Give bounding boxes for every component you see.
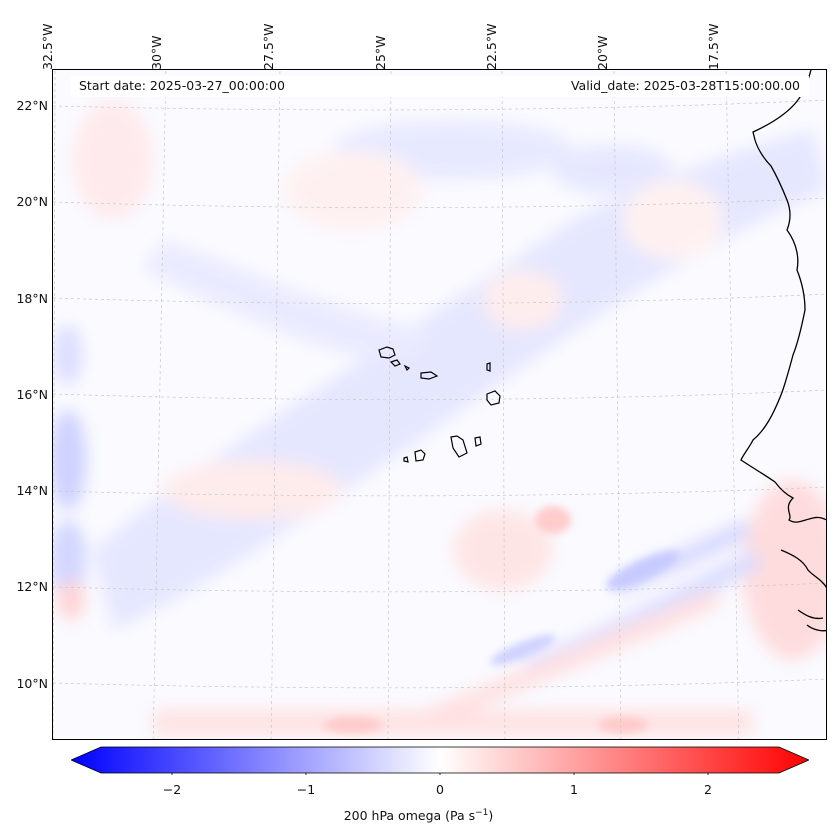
colorbar-tick-label: −2 xyxy=(162,782,182,797)
lon-label: 22.5°W xyxy=(484,23,499,70)
colorbar-label: 200 hPa omega (Pa s−1) xyxy=(343,808,494,824)
colorbar-tick-label: 2 xyxy=(704,782,712,797)
colorbar-tick-label: −1 xyxy=(296,782,316,797)
lat-label: 12°N xyxy=(16,579,48,594)
lat-label: 18°N xyxy=(16,291,48,306)
lon-label: 20°W xyxy=(595,35,610,70)
lon-label: 25°W xyxy=(373,35,388,70)
colorbar xyxy=(71,746,809,775)
lon-label: 17.5°W xyxy=(706,23,721,70)
omega-field xyxy=(53,70,826,739)
colorbar-bar xyxy=(71,746,809,774)
lat-label: 14°N xyxy=(16,483,48,498)
omega-blobs xyxy=(53,100,826,735)
colorbar-tick-label: 0 xyxy=(436,782,444,797)
islands xyxy=(378,346,501,463)
valid-date-label: Valid_date: 2025-03-28T15:00:00.00 xyxy=(570,78,800,93)
omega-small-features xyxy=(323,506,680,733)
graticule xyxy=(53,70,826,739)
lon-label: 32.5°W xyxy=(40,23,55,70)
lat-label: 10°N xyxy=(16,676,48,691)
lat-label: 20°N xyxy=(16,194,48,209)
lat-label: 16°N xyxy=(16,387,48,402)
map-panel: Start date: 2025-03-27_00:00:00 Valid_da… xyxy=(52,69,827,740)
colorbar-ticks xyxy=(171,773,709,775)
lon-label: 30°W xyxy=(149,35,164,70)
colorbar-tick-label: 1 xyxy=(570,782,578,797)
coastline xyxy=(740,70,826,632)
header-band xyxy=(71,76,809,97)
lat-label: 22°N xyxy=(16,98,48,113)
start-date-label: Start date: 2025-03-27_00:00:00 xyxy=(79,78,285,93)
lon-label: 27.5°W xyxy=(261,23,276,70)
